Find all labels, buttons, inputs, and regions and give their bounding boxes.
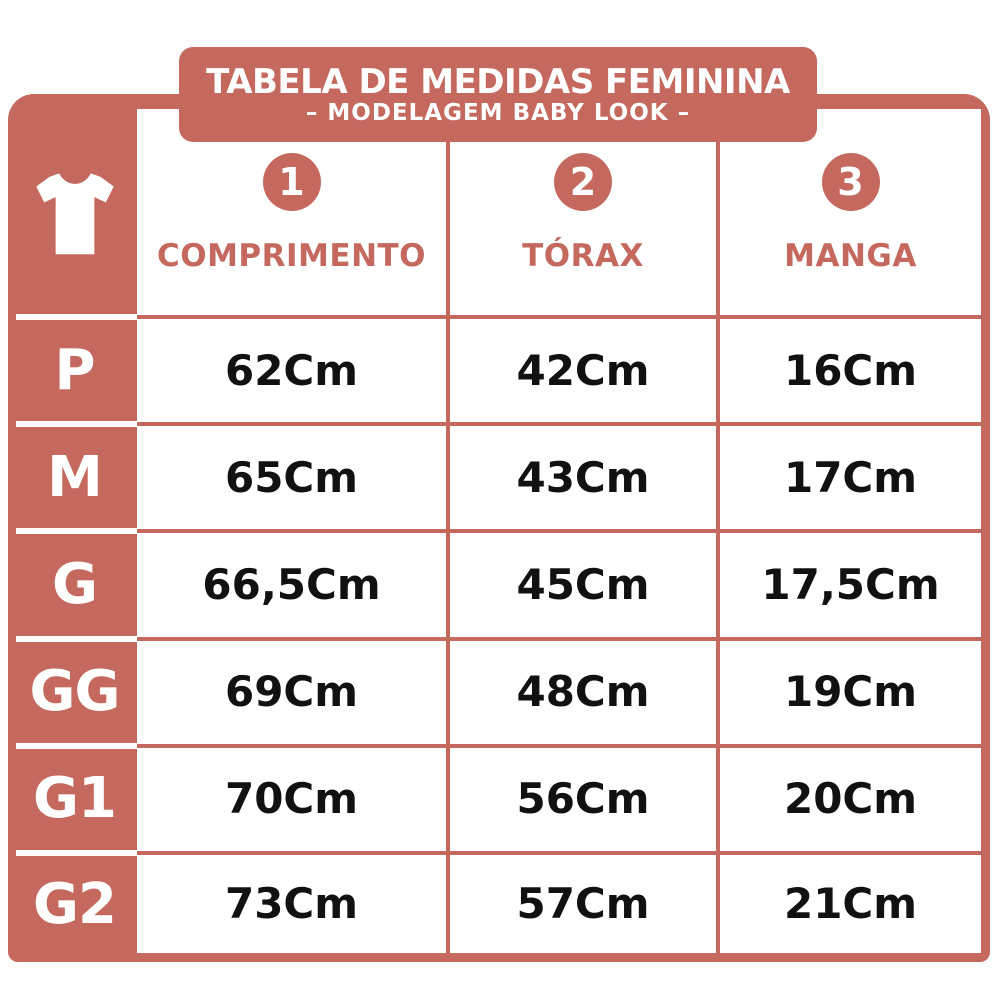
measurement-value: 19Cm [716, 636, 985, 748]
size-label-m: M [16, 424, 135, 535]
size-label-p: P [16, 317, 135, 428]
table-row-g: G 66,5Cm 45Cm 17,5Cm [16, 529, 985, 642]
measurement-value: 17Cm [716, 422, 985, 534]
measurement-value: 43Cm [446, 422, 720, 534]
column-header-content: 2 TÓRAX [450, 152, 716, 274]
number-badge-3: 3 [821, 152, 880, 211]
column-header-content: 3 MANGA [720, 152, 981, 274]
column-label-torax: TÓRAX [522, 237, 644, 274]
header-banner: TABELA DE MEDIDAS FEMININA – MODELAGEM B… [179, 47, 817, 142]
page-title: TABELA DE MEDIDAS FEMININA [206, 61, 790, 102]
size-label-gg: GG [16, 638, 135, 749]
column-header-content: 1 COMPRIMENTO [137, 152, 446, 274]
page-subtitle: – MODELAGEM BABY LOOK – [305, 99, 691, 126]
measurement-value: 42Cm [446, 314, 720, 427]
table-row-g1: G1 70Cm 56Cm 20Cm [16, 743, 985, 856]
measurement-value: 21Cm [716, 850, 985, 958]
table-row-m: M 65Cm 43Cm 17Cm [16, 422, 985, 535]
number-badge-2: 2 [554, 152, 612, 211]
size-label-g: G [16, 531, 135, 642]
size-table-container: 1 COMPRIMENTO 2 TÓRAX 3 MANGA [8, 94, 990, 962]
corner-icon-cell [16, 107, 135, 320]
measurement-value: 45Cm [446, 529, 720, 641]
measurement-value: 57Cm [446, 850, 720, 958]
measurement-value: 20Cm [716, 743, 985, 855]
measurement-value: 69Cm [133, 636, 450, 748]
measurement-value: 65Cm [133, 422, 450, 534]
table-row-g2: G2 73Cm 57Cm 21Cm [16, 850, 985, 958]
column-label-manga: MANGA [784, 237, 917, 274]
table-row-gg: GG 69Cm 48Cm 19Cm [16, 636, 985, 749]
number-badge-1: 1 [262, 152, 321, 211]
tshirt-icon [35, 172, 114, 254]
measurement-value: 16Cm [716, 314, 985, 427]
size-table: 1 COMPRIMENTO 2 TÓRAX 3 MANGA [16, 105, 985, 958]
column-label-comprimento: COMPRIMENTO [156, 237, 427, 274]
measurement-value: 56Cm [446, 743, 720, 855]
table-row-p: P 62Cm 42Cm 16Cm [16, 314, 985, 428]
measurement-value: 48Cm [446, 636, 720, 748]
measurement-value: 66,5Cm [133, 529, 450, 641]
measurement-value: 17,5Cm [716, 529, 985, 641]
measurement-value: 70Cm [133, 743, 450, 855]
size-label-g1: G1 [16, 745, 135, 856]
size-label-g2: G2 [16, 852, 135, 955]
measurement-value: 62Cm [133, 314, 450, 427]
measurement-value: 73Cm [133, 850, 450, 958]
